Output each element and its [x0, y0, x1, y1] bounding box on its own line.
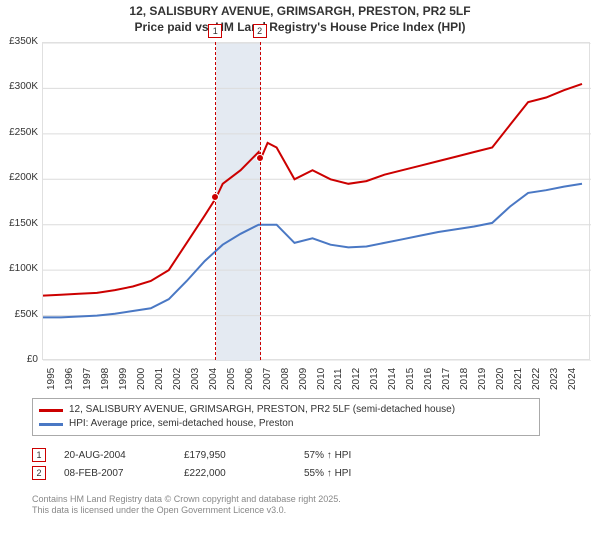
x-tick-label: 2021	[513, 368, 524, 390]
y-tick-label: £350K	[0, 36, 38, 47]
title-line-2: Price paid vs. HM Land Registry's House …	[0, 20, 600, 36]
x-tick-label: 2005	[226, 368, 237, 390]
title-block: 12, SALISBURY AVENUE, GRIMSARGH, PRESTON…	[0, 0, 600, 37]
y-tick-label: £0	[0, 354, 38, 365]
x-tick-label: 2011	[333, 368, 344, 390]
y-tick-label: £100K	[0, 263, 38, 274]
legend-swatch	[39, 423, 63, 426]
x-tick-label: 1998	[100, 368, 111, 390]
x-tick-label: 2018	[459, 368, 470, 390]
x-tick-label: 2020	[495, 368, 506, 390]
marker-box: 2	[253, 24, 267, 38]
x-tick-label: 2022	[531, 368, 542, 390]
x-tick-label: 2000	[136, 368, 147, 390]
x-tick-label: 2019	[477, 368, 488, 390]
chart-svg	[43, 43, 591, 361]
x-tick-label: 2023	[549, 368, 560, 390]
series-line	[43, 84, 582, 296]
plot-area	[42, 42, 590, 360]
x-tick-label: 2004	[208, 368, 219, 390]
sale-dot	[211, 193, 219, 201]
x-tick-label: 2008	[280, 368, 291, 390]
legend-swatch	[39, 409, 63, 412]
legend-row: 12, SALISBURY AVENUE, GRIMSARGH, PRESTON…	[39, 403, 533, 417]
y-tick-label: £250K	[0, 127, 38, 138]
x-tick-label: 2015	[405, 368, 416, 390]
sale-data-rows: 1 20-AUG-2004£179,95057% ↑ HPI 2 08-FEB-200…	[32, 448, 424, 484]
y-tick-label: £50K	[0, 309, 38, 320]
attribution: Contains HM Land Registry data © Crown c…	[32, 494, 341, 516]
x-tick-label: 2003	[190, 368, 201, 390]
legend-row: HPI: Average price, semi-detached house,…	[39, 417, 533, 431]
x-tick-label: 1999	[118, 368, 129, 390]
x-tick-label: 2006	[244, 368, 255, 390]
data-cell-price: £179,950	[184, 450, 304, 461]
data-cell-delta: 57% ↑ HPI	[304, 450, 424, 461]
data-row-marker: 2	[32, 466, 46, 480]
marker-line	[260, 42, 261, 360]
data-row: 2 08-FEB-2007£222,00055% ↑ HPI	[32, 466, 424, 480]
x-tick-label: 2001	[154, 368, 165, 390]
data-row: 1 20-AUG-2004£179,95057% ↑ HPI	[32, 448, 424, 462]
marker-box: 1	[208, 24, 222, 38]
sale-dot	[256, 154, 264, 162]
data-cell-date: 20-AUG-2004	[64, 450, 184, 461]
x-tick-label: 2014	[387, 368, 398, 390]
chart-container: 12, SALISBURY AVENUE, GRIMSARGH, PRESTON…	[0, 0, 600, 560]
x-tick-label: 2007	[262, 368, 273, 390]
data-cell-price: £222,000	[184, 468, 304, 479]
x-tick-label: 2017	[441, 368, 452, 390]
y-tick-label: £150K	[0, 218, 38, 229]
data-cell-date: 08-FEB-2007	[64, 468, 184, 479]
x-tick-label: 1995	[46, 368, 57, 390]
x-tick-label: 2016	[423, 368, 434, 390]
series-line	[43, 184, 582, 318]
x-tick-label: 2002	[172, 368, 183, 390]
legend-label: HPI: Average price, semi-detached house,…	[69, 417, 293, 431]
y-tick-label: £300K	[0, 81, 38, 92]
data-row-marker: 1	[32, 448, 46, 462]
x-tick-label: 2010	[316, 368, 327, 390]
x-tick-label: 2013	[369, 368, 380, 390]
x-tick-label: 2024	[567, 368, 578, 390]
x-tick-label: 1997	[82, 368, 93, 390]
marker-line	[215, 42, 216, 360]
data-cell-delta: 55% ↑ HPI	[304, 468, 424, 479]
x-tick-label: 1996	[64, 368, 75, 390]
legend-label: 12, SALISBURY AVENUE, GRIMSARGH, PRESTON…	[69, 403, 455, 417]
title-line-1: 12, SALISBURY AVENUE, GRIMSARGH, PRESTON…	[0, 4, 600, 20]
x-tick-label: 2012	[351, 368, 362, 390]
y-tick-label: £200K	[0, 172, 38, 183]
attribution-line-2: This data is licensed under the Open Gov…	[32, 505, 341, 516]
legend: 12, SALISBURY AVENUE, GRIMSARGH, PRESTON…	[32, 398, 540, 436]
attribution-line-1: Contains HM Land Registry data © Crown c…	[32, 494, 341, 505]
x-tick-label: 2009	[298, 368, 309, 390]
